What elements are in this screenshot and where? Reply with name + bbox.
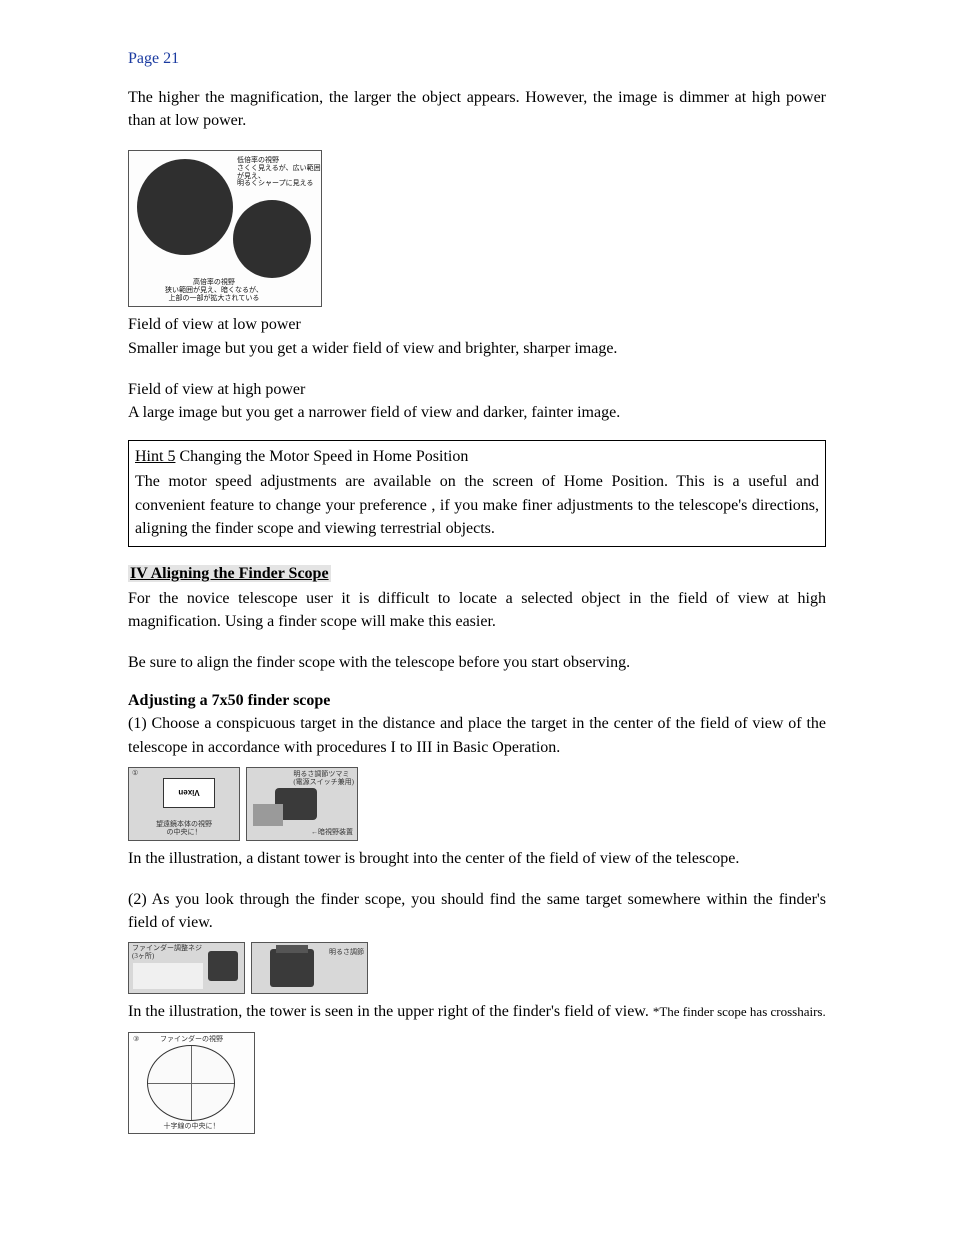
fov-label-high: 高倍率の視野 狭い範囲が見え、暗くなるが、 上部の一部が拡大されている bbox=[165, 279, 263, 302]
fig3-top-label: ファインダーの視野 bbox=[129, 1036, 254, 1044]
figure-1a: ① Vixen 望遠鏡本体の視野 の中央に！ bbox=[128, 767, 240, 841]
fig1a-bottom-label: 望遠鏡本体の視野 の中央に！ bbox=[139, 821, 229, 836]
fig1a-num: ① bbox=[132, 770, 138, 778]
section-iv-p2: Be sure to align the finder scope with t… bbox=[128, 651, 826, 674]
section-iv-p1: For the novice telescope user it is diff… bbox=[128, 587, 826, 633]
section-iv-heading: IV Aligning the Finder Scope bbox=[128, 565, 331, 582]
fig1b-bottom-label: ←暗視野装置 bbox=[311, 829, 353, 837]
fig1a-vixen-label: Vixen bbox=[163, 778, 215, 808]
intro-paragraph: The higher the magnification, the larger… bbox=[128, 86, 826, 132]
figure-row-3: ③ ファインダーの視野 十字線の中央に！ bbox=[128, 1032, 826, 1134]
step2-caption: In the illustration, the tower is seen i… bbox=[128, 1000, 826, 1023]
low-power-desc: Smaller image but you get a wider field … bbox=[128, 337, 826, 360]
fov-label-low: 低倍率の視野 さくく見えるが、広い範囲が見え、 明るくシャープに見える bbox=[237, 157, 321, 188]
high-power-title: Field of view at high power bbox=[128, 378, 826, 401]
hint5-body: The motor speed adjustments are availabl… bbox=[135, 470, 819, 540]
hint5-title: Changing the Motor Speed in Home Positio… bbox=[175, 448, 468, 465]
figure-2a: ファインダー調整ネジ (3ヶ所) bbox=[128, 942, 245, 994]
step1-caption: In the illustration, a distant tower is … bbox=[128, 847, 826, 870]
figure-3: ③ ファインダーの視野 十字線の中央に！ bbox=[128, 1032, 255, 1134]
step2-caption-main: In the illustration, the tower is seen i… bbox=[128, 1003, 653, 1020]
fig3-bottom-label: 十字線の中央に！ bbox=[129, 1123, 254, 1131]
figure-2b: 明るさ調節 bbox=[251, 942, 368, 994]
fig2b-label: 明るさ調節 bbox=[329, 949, 364, 957]
adjusting-step1: (1) Choose a conspicuous target in the d… bbox=[128, 712, 826, 758]
high-power-circle bbox=[233, 200, 311, 278]
adjusting-step2: (2) As you look through the finder scope… bbox=[128, 888, 826, 934]
figure-1b: 明るさ調節ツマミ (電源スイッチ兼用) ←暗視野装置 bbox=[246, 767, 358, 841]
high-power-desc: A large image but you get a narrower fie… bbox=[128, 401, 826, 424]
crosshair-circle bbox=[147, 1045, 235, 1121]
hint5-lead: Hint 5 bbox=[135, 448, 175, 465]
low-power-circle bbox=[137, 159, 233, 255]
figure-row-2: ファインダー調整ネジ (3ヶ所) 明るさ調節 bbox=[128, 942, 826, 994]
low-power-title: Field of view at low power bbox=[128, 313, 826, 336]
document-page: Page 21 The higher the magnification, th… bbox=[0, 0, 954, 1235]
page-number: Page 21 bbox=[128, 50, 826, 68]
fig2a-label: ファインダー調整ネジ (3ヶ所) bbox=[132, 945, 202, 960]
hint-box: Hint 5 Changing the Motor Speed in Home … bbox=[128, 440, 826, 547]
fig1b-top-label: 明るさ調節ツマミ (電源スイッチ兼用) bbox=[293, 771, 354, 786]
fov-diagram: 低倍率の視野 さくく見えるが、広い範囲が見え、 明るくシャープに見える 高倍率の… bbox=[128, 150, 322, 307]
adjusting-heading: Adjusting a 7x50 finder scope bbox=[128, 692, 826, 710]
figure-row-1: ① Vixen 望遠鏡本体の視野 の中央に！ 明るさ調節ツマミ (電源スイッチ兼… bbox=[128, 767, 826, 841]
step2-caption-note: *The finder scope has crosshairs. bbox=[653, 1004, 826, 1019]
